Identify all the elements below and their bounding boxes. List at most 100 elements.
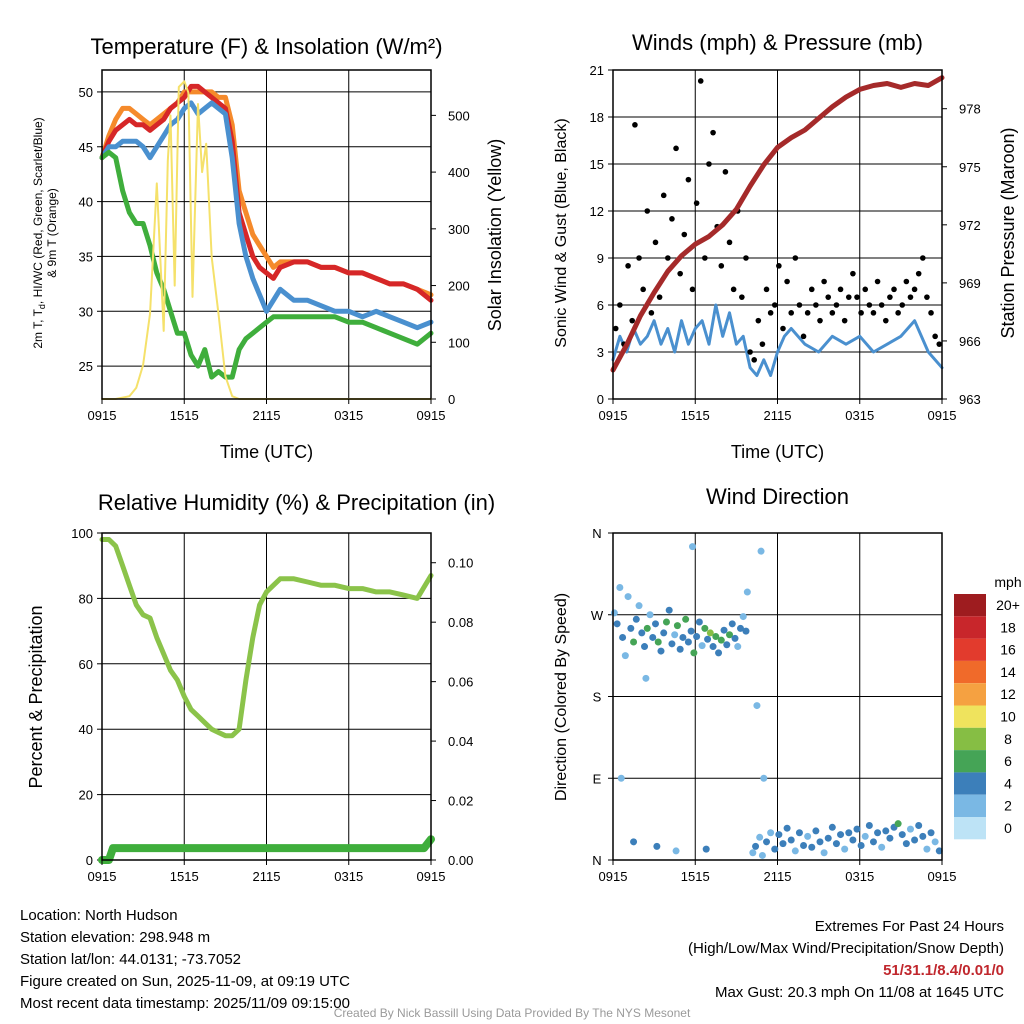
winddir-point — [865, 821, 873, 829]
winddir-point — [687, 627, 695, 635]
temperature-xtick-label: 2115 — [253, 408, 281, 423]
winds-ytick-label: 0 — [597, 392, 604, 407]
winddir-point — [779, 840, 787, 848]
humidity-y2tick-label: 0.00 — [448, 853, 473, 868]
winddir-xtick-label: 0315 — [845, 869, 874, 884]
temperature-y2tick-label: 100 — [448, 335, 470, 350]
winds-y2tick-label: 969 — [959, 276, 981, 291]
winds-series-station-pressure — [610, 75, 945, 373]
humidity-ytick-label: 0 — [86, 853, 93, 868]
colorbar-label: 6 — [1004, 753, 1012, 769]
winds-xtick-label: 1515 — [681, 408, 710, 423]
winds-ytick-label: 12 — [590, 204, 604, 219]
winddir-point — [804, 832, 812, 840]
winds-gust-point — [792, 255, 799, 261]
winddir-point — [672, 847, 680, 855]
winds-xlabel: Time (UTC) — [731, 442, 824, 462]
winddir-point — [820, 849, 828, 857]
winds-xtick-label: 2115 — [764, 408, 792, 423]
winds-gust-point — [907, 294, 914, 300]
colorbar-label: 0 — [1004, 820, 1012, 836]
extremes-subtitle: (High/Low/Max Wind/Precipitation/Snow De… — [688, 940, 1004, 957]
winds-gust-point — [829, 310, 836, 316]
winddir-point — [616, 584, 624, 591]
temperature-series-td — [99, 149, 434, 380]
winddir-point — [632, 615, 640, 623]
winds-gust-point — [681, 231, 688, 238]
winddir-point — [653, 842, 661, 850]
colorbar-label: 12 — [1000, 686, 1016, 702]
created-text: Figure created on Sun, 2025-11-09, at 09… — [20, 973, 350, 990]
winds-gust-point — [833, 302, 840, 308]
winds-gust-point — [899, 302, 906, 308]
winddir-point — [874, 829, 882, 837]
winddir-ylabel: Direction (Colored By Speed) — [553, 593, 570, 801]
winds-gust-point — [636, 255, 642, 261]
winddir-point — [919, 832, 927, 840]
winds-xtick-label: 0915 — [599, 408, 628, 423]
winddir-point — [742, 627, 750, 635]
winddir-title: Wind Direction — [706, 484, 849, 509]
winddir-point — [791, 847, 799, 855]
humidity-xtick-label: 2115 — [253, 869, 281, 884]
winddir-point — [621, 652, 629, 660]
winddir-point — [704, 635, 712, 643]
temperature-y2tick-label: 200 — [448, 279, 470, 294]
winddir-point — [684, 638, 692, 646]
humidity-ytick-label: 40 — [79, 722, 93, 737]
temperature-y2tick-label: 400 — [448, 165, 470, 180]
winddir-point — [619, 633, 627, 641]
winddir-point — [646, 611, 654, 619]
winds-gust-point — [673, 145, 679, 152]
winddir-point — [911, 836, 919, 844]
winddir-point — [643, 624, 651, 632]
winds-ytick-label: 15 — [590, 157, 604, 172]
winddir-point — [841, 845, 849, 853]
colorbar-label: 4 — [1004, 775, 1012, 791]
winddir-point — [649, 633, 657, 641]
temperature-y2tick-label: 500 — [448, 108, 470, 123]
winddir-point — [610, 609, 618, 617]
winddir-ytick-label: E — [593, 771, 602, 786]
humidity-y2tick-label: 0.08 — [448, 615, 473, 630]
max-gust-text: Max Gust: 20.3 mph On 11/08 at 1645 UTC — [714, 984, 1004, 1001]
winds-gust-point — [656, 294, 663, 300]
humidity-series-relative-humidity — [99, 537, 434, 739]
winddir-point — [931, 838, 939, 846]
winddir-point — [771, 845, 779, 853]
latlon-text: Station lat/lon: 44.0131; -73.7052 — [20, 951, 242, 968]
winddir-point — [923, 845, 931, 853]
winddir-point — [731, 634, 739, 642]
colorbar-swatch — [954, 727, 986, 751]
winds-gust-point — [808, 286, 815, 293]
winddir-point — [869, 838, 877, 846]
winddir-xtick-label: 0915 — [599, 869, 628, 884]
winds-gust-point — [928, 310, 934, 316]
winds-gust-point — [817, 317, 823, 324]
winds-gust-point — [837, 286, 844, 293]
winds-gust-point — [669, 216, 675, 222]
winds-gust-point — [677, 270, 683, 277]
winddir-point — [709, 643, 717, 651]
winds-y2tick-label: 975 — [959, 160, 981, 175]
winddir-point — [693, 633, 701, 641]
winds-y2tick-label: 963 — [959, 392, 981, 407]
winddir-point — [808, 843, 816, 851]
winddir-point — [690, 649, 698, 657]
winddir-point — [753, 702, 761, 710]
winds-gust-point — [882, 317, 889, 324]
temperature-y2tick-label: 0 — [448, 392, 455, 407]
humidity-xtick-label: 1515 — [170, 869, 199, 884]
winddir-point — [635, 602, 643, 610]
winddir-point — [882, 827, 890, 835]
winddir-point — [894, 820, 902, 828]
winddir-ytick-label: S — [593, 690, 602, 705]
winddir-point — [763, 838, 771, 846]
winds-gust-point — [706, 161, 712, 167]
winddir-point — [812, 827, 820, 835]
winddir-point — [617, 774, 625, 782]
winddir-point — [749, 849, 757, 857]
colorbar-label: 20+ — [996, 597, 1020, 613]
winddir-point — [657, 647, 665, 655]
winddir-point — [739, 613, 747, 621]
